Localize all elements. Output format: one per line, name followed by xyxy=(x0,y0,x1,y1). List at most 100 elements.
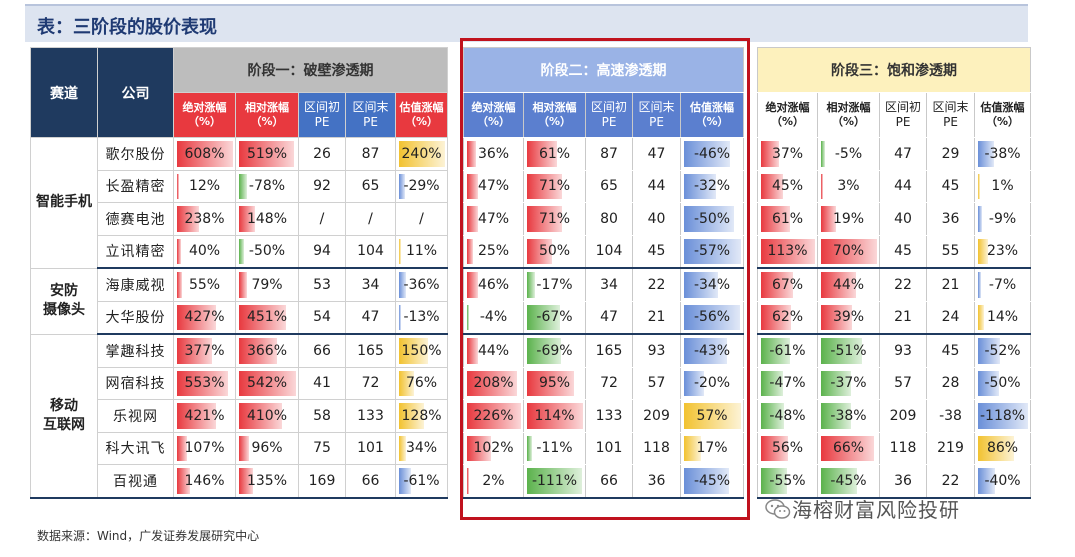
col-header-line2: PE xyxy=(601,115,617,129)
cell-value: 66 xyxy=(600,472,618,489)
cell-value: -67% xyxy=(536,309,573,326)
cell-value: 72 xyxy=(361,375,380,392)
sector-name-line1: 安防 xyxy=(50,283,78,299)
cell-s3-3: 21 xyxy=(926,267,975,302)
cell-value: -46% xyxy=(693,145,731,162)
cell-value: 21 xyxy=(894,309,912,326)
value-bar xyxy=(399,338,428,364)
cell-value: 29 xyxy=(941,145,960,162)
cell-s1-4: 76% xyxy=(394,366,449,400)
sector-name-line2: 互联网 xyxy=(43,416,85,433)
cell-s3-1: 70% xyxy=(817,234,880,269)
cell-s2-2: 66 xyxy=(585,464,633,498)
company-name: 百视通 xyxy=(97,464,174,498)
cell-value: -38% xyxy=(984,145,1021,162)
col-header-line1: 区间初 xyxy=(884,100,921,114)
cell-value: 608% xyxy=(184,145,225,162)
cell-s2-0: 226% xyxy=(463,399,524,433)
cell-value: -56% xyxy=(693,309,731,326)
cell-value: -32% xyxy=(693,178,731,195)
value-bar xyxy=(399,141,445,167)
cell-value: 209 xyxy=(889,407,917,424)
cell-value: 79% xyxy=(251,276,283,293)
value-bar xyxy=(467,272,478,298)
col-header-line2: （%） xyxy=(250,115,284,128)
cell-s2-4: -43% xyxy=(679,333,745,368)
cell-s2-3: 45 xyxy=(632,234,681,269)
cell-value: 113% xyxy=(767,243,808,260)
cell-s2-0: 2% xyxy=(463,464,524,498)
cell-value: 53 xyxy=(313,276,331,293)
cell-value: 410% xyxy=(246,407,288,424)
cell-s3-1: 3% xyxy=(817,169,880,203)
value-bar xyxy=(177,304,217,330)
value-bar xyxy=(684,435,701,461)
cell-value: 22 xyxy=(894,276,912,293)
cell-s1-1: 519% xyxy=(235,137,299,171)
cell-value: 2% xyxy=(482,472,505,489)
value-bar xyxy=(467,304,469,330)
cell-value: -48% xyxy=(769,407,806,424)
cell-s2-1: 95% xyxy=(523,366,586,400)
cell-s2-4: -34% xyxy=(679,267,745,302)
company-name: 长盈精密 xyxy=(97,169,174,203)
cell-s3-1: 66% xyxy=(817,431,880,465)
value-bar xyxy=(527,468,582,494)
cell-s1-1: -78% xyxy=(235,169,299,203)
value-bar xyxy=(467,403,521,429)
value-bar xyxy=(177,435,187,461)
cell-value: -5% xyxy=(834,145,863,162)
cell-s3-4: -52% xyxy=(973,333,1032,368)
cell-s1-4: -13% xyxy=(394,300,449,335)
cell-value: -78% xyxy=(248,178,286,195)
cell-s2-2: 165 xyxy=(585,333,633,368)
value-bar xyxy=(239,238,245,264)
cell-s1-2: / xyxy=(298,202,346,236)
col-header-line2: PE xyxy=(363,115,378,129)
cell-s1-2: 92 xyxy=(298,169,346,203)
col-header-line1: 绝对涨幅 xyxy=(471,101,516,114)
cell-value: 451% xyxy=(246,309,288,326)
cell-s2-3: 209 xyxy=(632,399,681,433)
cell-value: 93 xyxy=(894,342,912,359)
cell-value: 39% xyxy=(832,309,865,326)
cell-value: 47% xyxy=(477,178,510,195)
value-bar xyxy=(399,272,406,298)
cell-s2-4: -56% xyxy=(679,300,745,335)
value-bar xyxy=(761,141,779,167)
cell-value: 50% xyxy=(538,243,571,260)
cell-value: 102% xyxy=(473,440,514,457)
cell-value: 17% xyxy=(696,440,728,457)
value-bar xyxy=(239,206,255,232)
cell-value: 34% xyxy=(405,440,438,457)
value-bar xyxy=(527,435,533,461)
cell-value: 101 xyxy=(595,440,623,457)
cell-value: 75 xyxy=(313,440,331,457)
cell-s2-0: 44% xyxy=(463,333,524,368)
cell-s2-1: 50% xyxy=(523,234,586,269)
cell-s1-2: 66 xyxy=(298,333,346,368)
value-bar xyxy=(467,238,473,264)
header-sector: 赛道 xyxy=(30,47,98,138)
cell-value: 133 xyxy=(595,407,623,424)
value-bar xyxy=(978,238,988,264)
cell-s3-2: 209 xyxy=(879,399,927,433)
cell-s1-4: -61% xyxy=(394,464,449,498)
cell-value: 86% xyxy=(986,440,1019,457)
cell-value: 101 xyxy=(357,440,384,457)
col-header-line2: （%） xyxy=(831,115,866,128)
cell-s3-3: 45 xyxy=(926,169,975,203)
company-name: 海康威视 xyxy=(97,267,174,302)
cell-s3-4: 1% xyxy=(973,169,1032,203)
cell-s1-0: 146% xyxy=(173,464,236,498)
sector-name-line1: 智能手机 xyxy=(36,194,92,211)
value-bar xyxy=(177,468,191,494)
cell-value: 165 xyxy=(595,342,623,359)
cell-value: 36 xyxy=(647,472,666,489)
cell-value: 70% xyxy=(832,243,865,260)
value-bar xyxy=(399,370,414,396)
cell-s1-3: / xyxy=(345,202,396,236)
cell-s2-3: 57 xyxy=(632,366,681,400)
cell-s1-1: 410% xyxy=(235,399,299,433)
value-bar xyxy=(684,304,740,330)
